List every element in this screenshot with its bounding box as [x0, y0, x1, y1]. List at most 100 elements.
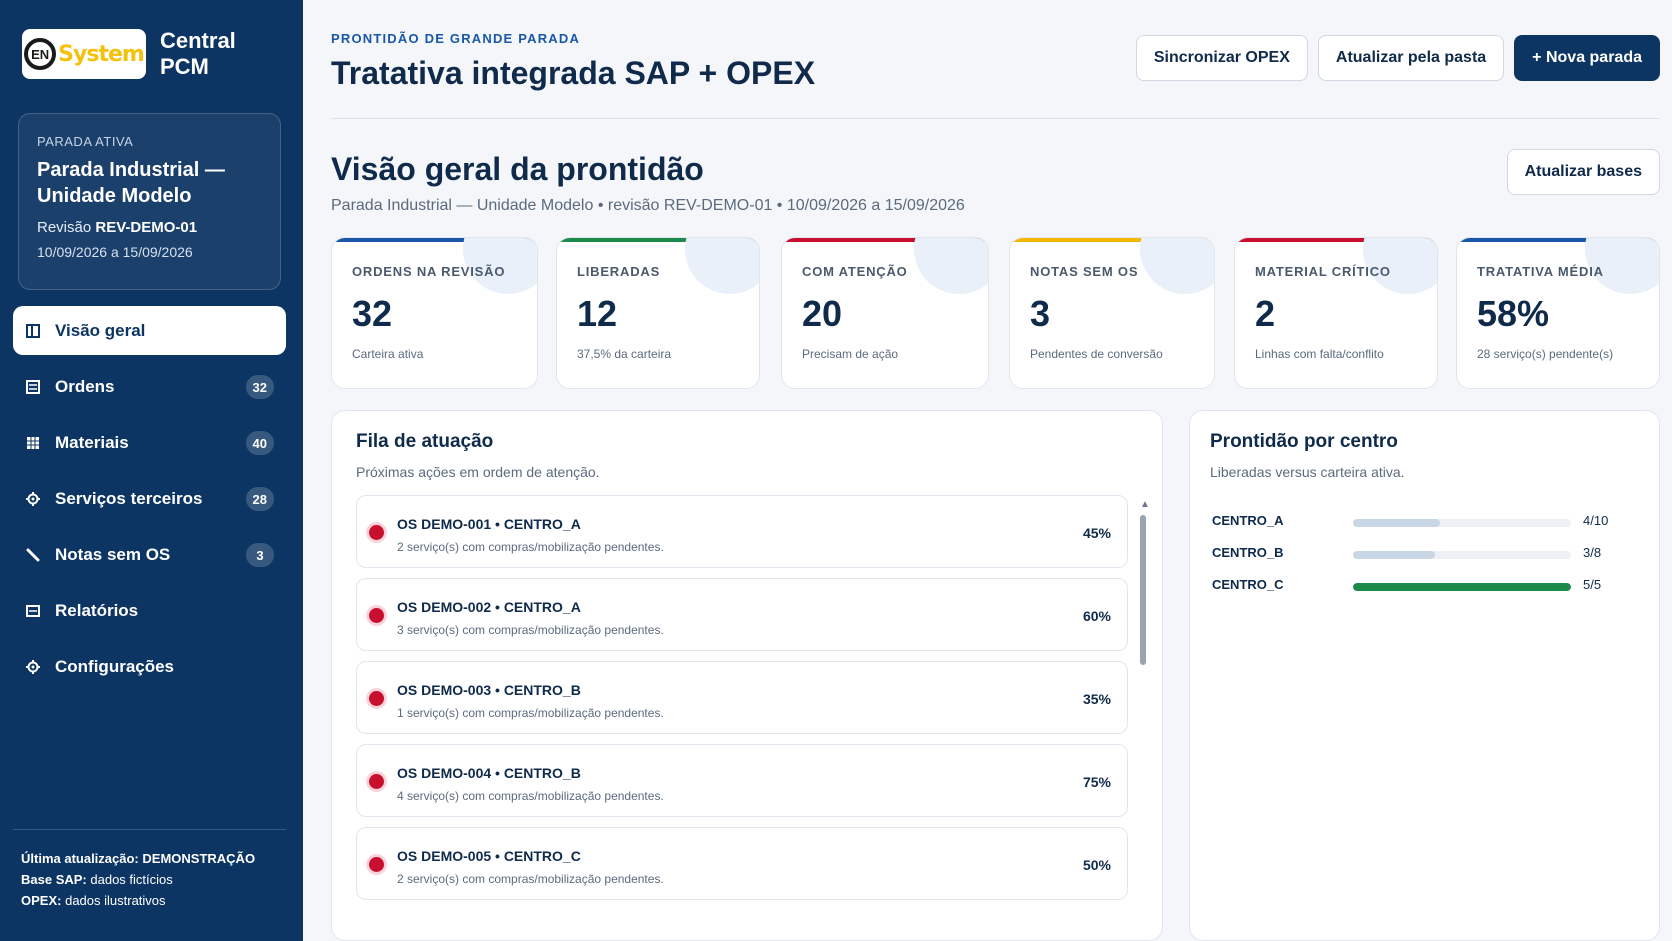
sidebar-item-ordens[interactable]: Ordens 32 — [13, 362, 286, 411]
kpi-note: 37,5% da carteira — [577, 347, 672, 361]
sidebar-item-label: Configurações — [55, 656, 175, 676]
scrollbar-thumb[interactable] — [1140, 515, 1146, 665]
list-item[interactable]: OS DEMO-004 • CENTRO_B 4 serviço(s) com … — [356, 744, 1128, 817]
center-row: CENTRO_B 3/8 — [1212, 537, 1642, 569]
kpi-value: 32 — [352, 293, 393, 334]
kpi-note: Pendentes de conversão — [1030, 347, 1163, 361]
kpi-note: 28 serviço(s) pendente(s) — [1477, 347, 1614, 361]
app-title: Central PCM — [160, 28, 236, 80]
sidebar-nav: Visão geral Ordens 32 Materiais 40 Servi… — [13, 306, 286, 698]
sidebar-item-notas-sem-os[interactable]: Notas sem OS 3 — [13, 530, 286, 579]
list-item[interactable]: OS DEMO-002 • CENTRO_A 3 serviço(s) com … — [356, 578, 1128, 651]
queue-item-percent: 35% — [1082, 691, 1111, 707]
sidebar-item-label: Notas sem OS — [55, 544, 171, 564]
list-item[interactable]: OS DEMO-005 • CENTRO_C 2 serviço(s) com … — [356, 827, 1128, 900]
page-title: Tratativa integrada SAP + OPEX — [331, 55, 816, 91]
center-readiness-subtitle: Liberadas versus carteira ativa. — [1210, 464, 1405, 480]
active-stop-revision: Revisão REV-DEMO-01 — [37, 219, 262, 236]
center-name: CENTRO_A — [1212, 513, 1284, 528]
sidebar-item-relatorios[interactable]: Relatórios — [13, 586, 286, 635]
center-progress-fill — [1353, 519, 1441, 527]
status-dot-icon — [369, 608, 384, 623]
sap-base-value: dados fictícios — [90, 872, 173, 887]
scrollbar[interactable] — [1140, 515, 1146, 931]
kpi-note: Precisam de ação — [802, 347, 899, 361]
logo-gear-icon: EN — [24, 38, 57, 70]
kpi-value: 58% — [1477, 293, 1550, 334]
status-dot-icon — [369, 857, 384, 872]
sidebar-item-servicos-terceiros[interactable]: Serviços terceiros 28 — [13, 474, 286, 523]
sap-base: Base SAP: dados fictícios — [21, 869, 278, 890]
last-update-value: DEMONSTRAÇÃO — [142, 851, 256, 866]
sidebar-item-configuracoes[interactable]: Configurações — [13, 642, 286, 691]
kpi-row: ORDENS NA REVISÃO 32 Carteira ativa LIBE… — [331, 237, 1660, 389]
center-progress-bar — [1353, 551, 1571, 559]
kpi-note: Linhas com falta/conflito — [1255, 347, 1384, 361]
kpi-label: LIBERADAS — [577, 264, 661, 279]
action-queue-list: OS DEMO-001 • CENTRO_A 2 serviço(s) com … — [356, 495, 1128, 910]
kpi-card-material-critico: MATERIAL CRÍTICO 2 Linhas com falta/conf… — [1234, 237, 1438, 389]
queue-item-desc: 2 serviço(s) com compras/mobilização pen… — [397, 872, 664, 886]
pencil-icon — [25, 547, 41, 563]
active-stop-dates: 10/09/2026 a 15/09/2026 — [37, 244, 193, 260]
queue-item-title: OS DEMO-003 • CENTRO_B — [397, 682, 581, 698]
sync-opex-button[interactable]: Sincronizar OPEX — [1135, 35, 1308, 81]
sidebar-item-label: Ordens — [55, 376, 115, 396]
queue-item-desc: 4 serviço(s) com compras/mobilização pen… — [397, 789, 664, 803]
queue-item-percent: 75% — [1082, 774, 1111, 790]
center-progress-bar — [1353, 519, 1571, 527]
queue-item-percent: 60% — [1082, 608, 1111, 624]
kpi-card-ordens: ORDENS NA REVISÃO 32 Carteira ativa — [331, 237, 538, 389]
grid-icon — [25, 435, 41, 451]
sidebar-item-label: Visão geral — [55, 320, 146, 340]
list-item[interactable]: OS DEMO-001 • CENTRO_A 2 serviço(s) com … — [356, 495, 1128, 568]
kpi-label: NOTAS SEM OS — [1030, 264, 1139, 279]
last-update-label: Última atualização: — [21, 851, 139, 866]
kpi-value: 2 — [1255, 293, 1276, 334]
center-count: 4/10 — [1583, 513, 1609, 528]
brand[interactable]: EN System Central PCM — [22, 28, 236, 80]
page-eyebrow: PRONTIDÃO DE GRANDE PARADA — [331, 31, 581, 46]
nav-badge-servicos: 28 — [245, 487, 274, 511]
kpi-value: 3 — [1030, 293, 1051, 334]
sidebar-item-label: Serviços terceiros — [55, 488, 203, 508]
sidebar-item-label: Relatórios — [55, 600, 139, 620]
nav-badge-notas: 3 — [246, 543, 274, 567]
nav-badge-ordens: 32 — [245, 375, 274, 399]
header-divider — [331, 118, 1660, 119]
center-count: 3/8 — [1583, 545, 1602, 560]
active-stop-label: PARADA ATIVA — [37, 134, 134, 149]
active-stop-card[interactable]: PARADA ATIVA Parada Industrial — Unidade… — [18, 113, 281, 290]
new-stop-button[interactable]: + Nova parada — [1514, 35, 1660, 81]
sidebar-footer: Última atualização: DEMONSTRAÇÃO Base SA… — [13, 829, 286, 911]
sidebar-item-materiais[interactable]: Materiais 40 — [13, 418, 286, 467]
gear-icon — [25, 491, 41, 507]
kpi-label: COM ATENÇÃO — [802, 264, 908, 279]
center-count: 5/5 — [1583, 577, 1602, 592]
list-item[interactable]: OS DEMO-003 • CENTRO_B 1 serviço(s) com … — [356, 661, 1128, 734]
main-content: PRONTIDÃO DE GRANDE PARADA Tratativa int… — [303, 0, 1672, 941]
sidebar-item-visao-geral[interactable]: Visão geral — [13, 306, 286, 355]
queue-item-desc: 2 serviço(s) com compras/mobilização pen… — [397, 540, 664, 554]
kpi-label: TRATATIVA MÉDIA — [1477, 264, 1604, 279]
layout-icon — [25, 323, 41, 339]
top-actions: Sincronizar OPEX Atualizar pela pasta + … — [1135, 35, 1660, 81]
queue-item-title: OS DEMO-005 • CENTRO_C — [397, 848, 581, 864]
queue-item-percent: 50% — [1082, 857, 1111, 873]
center-name: CENTRO_C — [1212, 577, 1284, 592]
queue-item-desc: 3 serviço(s) com compras/mobilização pen… — [397, 623, 664, 637]
gear-icon — [25, 659, 41, 675]
queue-item-title: OS DEMO-004 • CENTRO_B — [397, 765, 581, 781]
center-progress-fill — [1353, 583, 1571, 591]
center-row: CENTRO_C 5/5 — [1212, 569, 1642, 601]
action-queue-title: Fila de atuação — [356, 431, 494, 452]
app-title-line1: Central — [160, 28, 236, 53]
kpi-label: ORDENS NA REVISÃO — [352, 264, 506, 279]
kpi-card-liberadas: LIBERADAS 12 37,5% da carteira — [556, 237, 760, 389]
sidebar-item-label: Materiais — [55, 432, 129, 452]
update-bases-button[interactable]: Atualizar bases — [1506, 149, 1660, 195]
scroll-up-icon[interactable]: ▲ — [1140, 499, 1150, 510]
sidebar: EN System Central PCM PARADA ATIVA Parad… — [0, 0, 303, 941]
update-from-folder-button[interactable]: Atualizar pela pasta — [1317, 35, 1505, 81]
kpi-value: 20 — [802, 293, 843, 334]
